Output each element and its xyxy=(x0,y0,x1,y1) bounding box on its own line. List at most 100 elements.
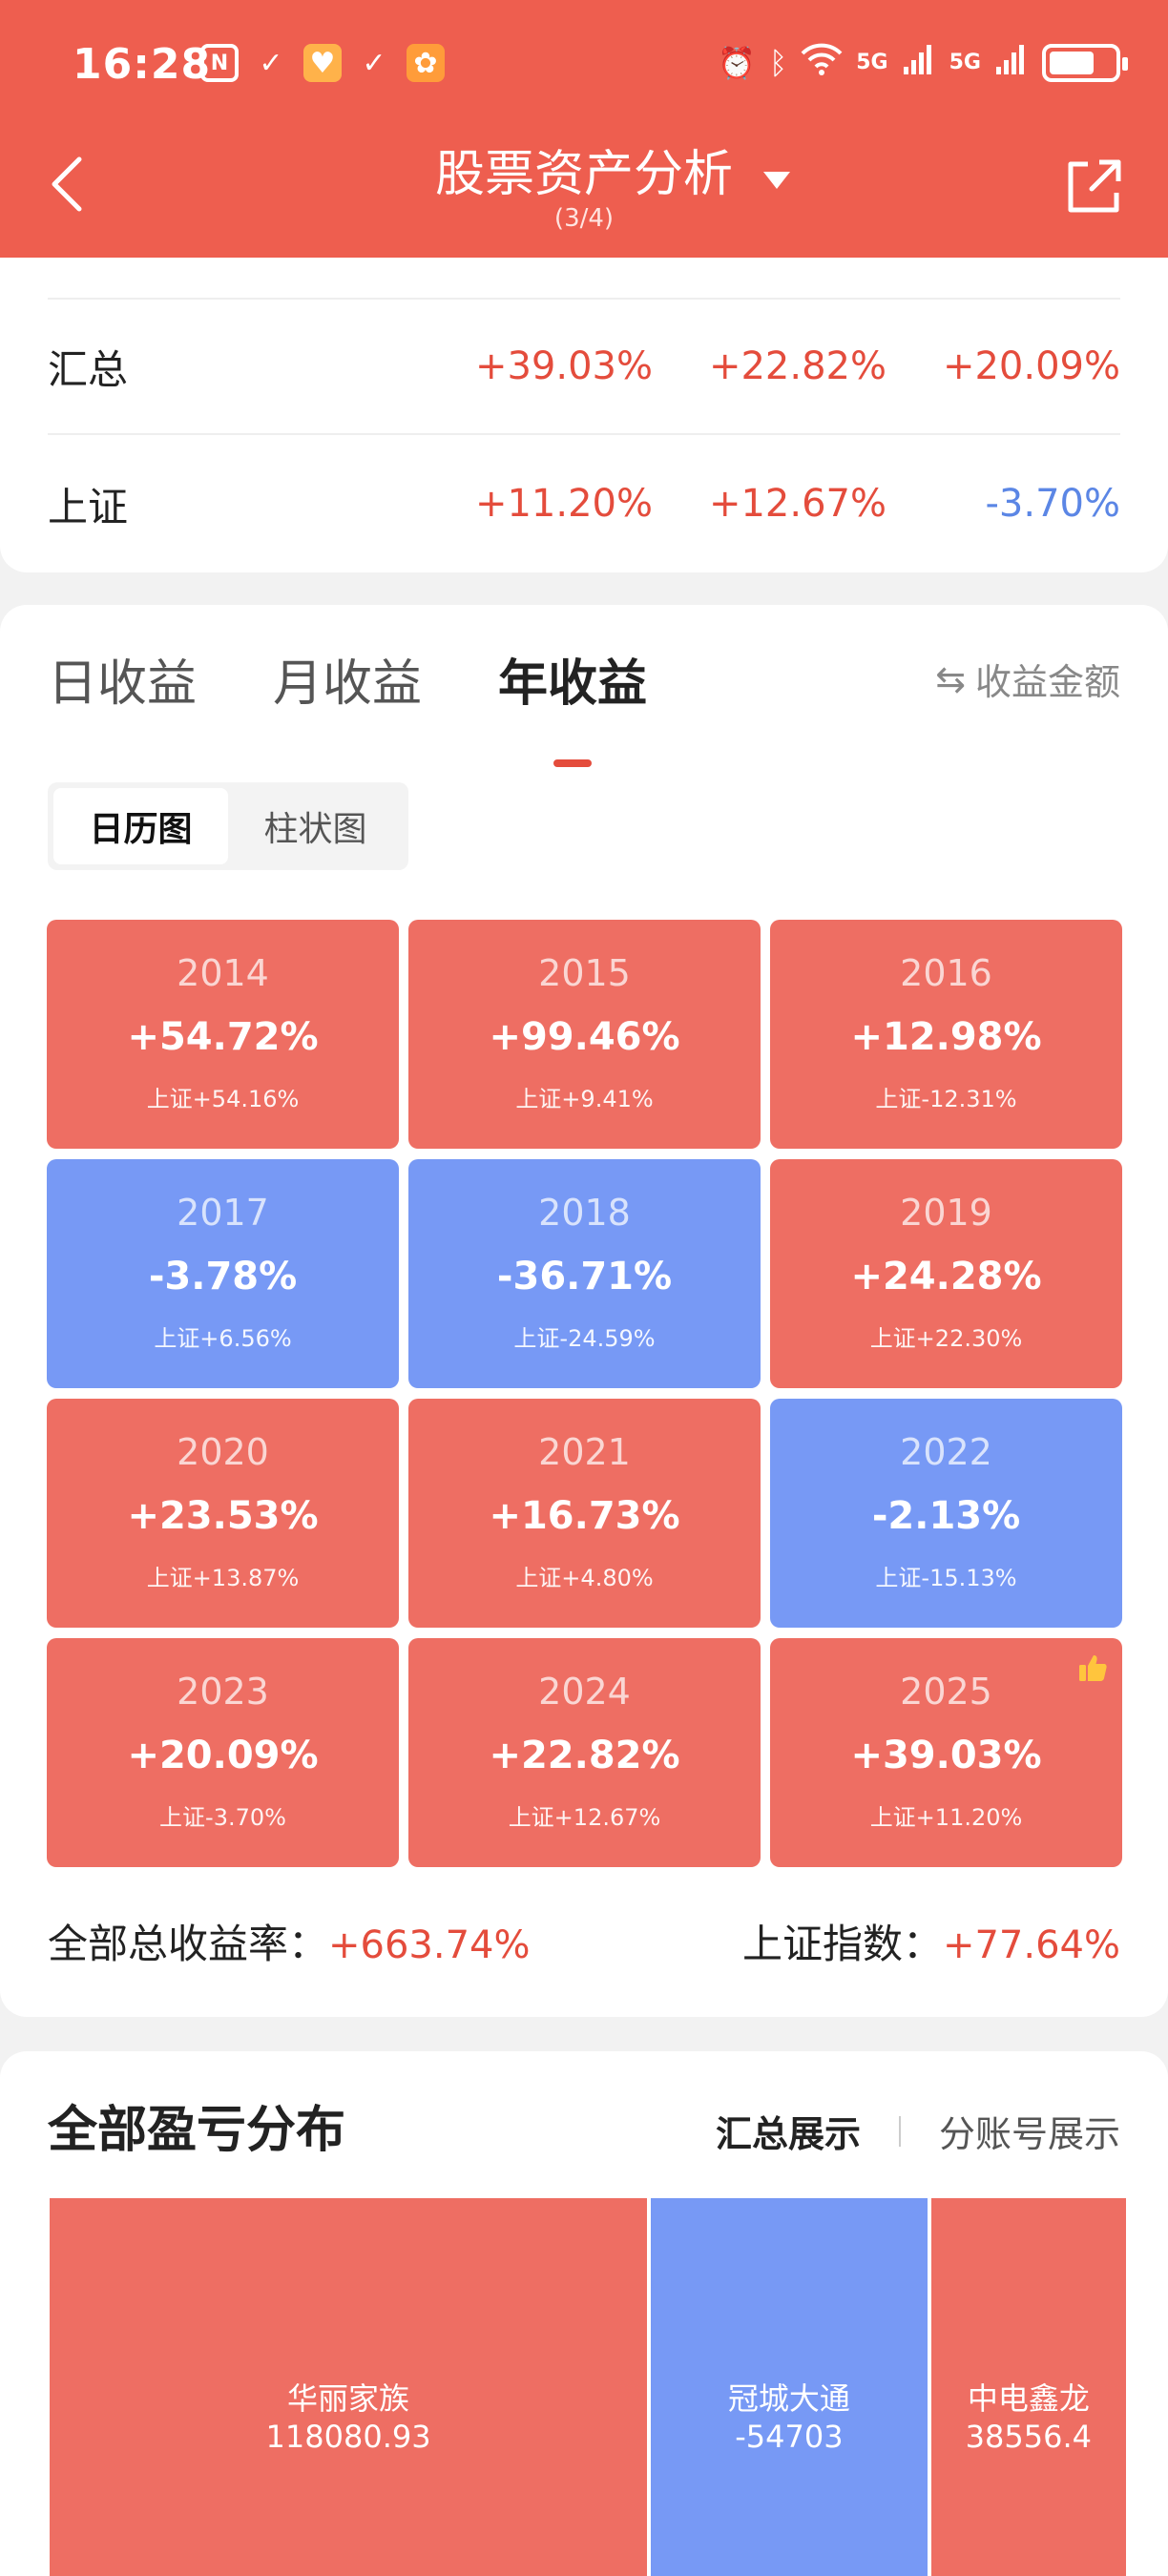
app-notification-icon: ✓ xyxy=(259,46,283,80)
year-label: 2016 xyxy=(900,952,992,994)
page-title-dropdown[interactable]: 股票资产分析 xyxy=(0,134,1168,205)
year-label: 2024 xyxy=(538,1671,631,1713)
tab-monthly-returns[interactable]: 月收益 xyxy=(273,655,423,713)
summary-value: +39.03% xyxy=(474,344,653,388)
year-cell[interactable]: 2016 +12.98% 上证-12.31% xyxy=(770,920,1122,1149)
year-benchmark: 上证+9.41% xyxy=(515,1086,654,1112)
share-icon xyxy=(1068,159,1121,213)
year-label: 2014 xyxy=(177,952,269,994)
page-title: 股票资产分析 xyxy=(434,146,733,203)
year-cell[interactable]: 2025 +39.03% 上证+11.20% xyxy=(770,1638,1122,1867)
year-cell[interactable]: 2024 +22.82% 上证+12.67% xyxy=(408,1638,761,1867)
amount-toggle-button[interactable]: ⇆ 收益金额 xyxy=(935,653,1120,705)
returns-tabs: 日收益 月收益 年收益 xyxy=(48,643,647,767)
year-benchmark: 上证+12.67% xyxy=(508,1804,661,1831)
year-cell[interactable]: 2023 +20.09% 上证-3.70% xyxy=(47,1638,399,1867)
notification-icons: N ✓ ♥ ✓ ✿ xyxy=(200,44,445,82)
tab-account-view[interactable]: 分账号展示 xyxy=(938,2113,1120,2155)
back-button[interactable] xyxy=(38,151,95,218)
summary-value: +12.67% xyxy=(708,482,886,526)
treemap-block[interactable]: 华丽家族 118080.93 xyxy=(50,2198,648,2576)
returns-totals: 全部总收益率：+663.74% 上证指数：+77.64% xyxy=(48,1912,1120,1969)
app-notification-icon-2: ✓ xyxy=(362,46,386,80)
status-bar: 16:28 N ✓ ♥ ✓ ✿ ⏰ ᛒ 5G 5G xyxy=(0,38,1168,95)
year-return: +23.53% xyxy=(127,1494,319,1538)
total-return: 全部总收益率：+663.74% xyxy=(48,1912,531,1970)
year-label: 2025 xyxy=(900,1671,992,1713)
year-label: 2020 xyxy=(177,1431,269,1473)
year-label: 2015 xyxy=(538,952,631,994)
year-label: 2018 xyxy=(538,1192,631,1234)
year-benchmark: 上证-12.31% xyxy=(875,1086,1017,1112)
treemap-block[interactable]: 中电鑫龙 38556.4 xyxy=(930,2198,1126,2576)
thumbs-up-icon xyxy=(1079,1655,1107,1681)
distribution-title: 全部盈亏分布 xyxy=(48,2102,346,2159)
chevron-left-icon xyxy=(52,156,82,212)
status-time: 16:28 xyxy=(73,40,212,89)
pnl-distribution-card: 全部盈亏分布 汇总展示 分账号展示 华丽家族 118080.93 冠城大通 -5470… xyxy=(0,2051,1168,2576)
signal-icon-2 xyxy=(994,42,1029,84)
summary-value: +22.82% xyxy=(708,344,886,388)
year-return: +12.98% xyxy=(850,1015,1042,1059)
share-button[interactable] xyxy=(1061,153,1128,219)
tab-yearly-returns[interactable]: 年收益 xyxy=(498,643,647,767)
year-cell[interactable]: 2015 +99.46% 上证+9.41% xyxy=(408,920,761,1149)
amount-toggle-label: 收益金额 xyxy=(974,661,1120,703)
swap-icon: ⇆ xyxy=(935,657,966,700)
stock-name: 华丽家族 xyxy=(287,2380,410,2417)
total-return-label: 全部总收益率： xyxy=(48,1920,329,1967)
yearly-returns-calendar: 2014 +54.72% 上证+54.16% 2015 +99.46% 上证+9.41% 2… xyxy=(47,920,1123,1867)
summary-label: 汇总 xyxy=(48,345,129,393)
year-benchmark: 上证+54.16% xyxy=(146,1086,300,1112)
network-label-1: 5G xyxy=(856,51,888,74)
year-label: 2022 xyxy=(900,1431,992,1473)
year-benchmark: 上证-15.13% xyxy=(875,1565,1017,1591)
bar-view-button[interactable]: 柱状图 xyxy=(263,810,367,849)
year-return: -2.13% xyxy=(871,1494,1021,1538)
year-cell[interactable]: 2020 +23.53% 上证+13.87% xyxy=(47,1399,399,1628)
summary-value: +20.09% xyxy=(942,344,1120,388)
index-return-value: +77.64% xyxy=(942,1922,1120,1967)
calendar-view-button[interactable]: 日历图 xyxy=(53,788,228,864)
year-benchmark: 上证-24.59% xyxy=(513,1325,656,1352)
caret-down-icon xyxy=(763,172,790,189)
summary-row-total: 汇总 +39.03% +22.82% +20.09% xyxy=(48,298,1120,435)
tab-divider xyxy=(898,2115,901,2147)
year-return: +20.09% xyxy=(127,1734,319,1777)
year-label: 2021 xyxy=(538,1431,631,1473)
year-return: +54.72% xyxy=(127,1015,319,1059)
year-return: -3.78% xyxy=(148,1255,298,1298)
tab-daily-returns[interactable]: 日收益 xyxy=(48,655,198,713)
returns-card: 日收益 月收益 年收益 ⇆ 收益金额 日历图 柱状图 2014 +54.72% 上证… xyxy=(0,605,1168,2017)
year-benchmark: 上证+22.30% xyxy=(869,1325,1023,1352)
year-label: 2023 xyxy=(177,1671,269,1713)
view-mode-switch: 日历图 柱状图 xyxy=(48,782,408,870)
year-return: +22.82% xyxy=(489,1734,680,1777)
stock-pnl: 38556.4 xyxy=(965,2419,1092,2455)
stock-name: 冠城大通 xyxy=(727,2380,850,2417)
system-icons: ⏰ ᛒ 5G 5G xyxy=(718,42,1128,84)
distribution-tabs: 汇总展示 分账号展示 xyxy=(716,2105,1120,2157)
page-indicator: (3/4) xyxy=(553,204,615,233)
year-benchmark: 上证+11.20% xyxy=(869,1804,1023,1831)
stock-pnl: -54703 xyxy=(735,2419,844,2455)
treemap-block[interactable]: 冠城大通 -54703 xyxy=(651,2198,928,2576)
year-cell[interactable]: 2014 +54.72% 上证+54.16% xyxy=(47,920,399,1149)
year-benchmark: 上证-3.70% xyxy=(159,1804,286,1831)
year-cell[interactable]: 2021 +16.73% 上证+4.80% xyxy=(408,1399,761,1628)
year-return: +99.46% xyxy=(489,1015,680,1059)
year-cell[interactable]: 2019 +24.28% 上证+22.30% xyxy=(770,1159,1122,1388)
year-cell[interactable]: 2017 -3.78% 上证+6.56% xyxy=(47,1159,399,1388)
total-return-value: +663.74% xyxy=(328,1922,531,1967)
year-benchmark: 上证+6.56% xyxy=(154,1325,292,1352)
stock-pnl: 118080.93 xyxy=(265,2419,431,2455)
year-return: -36.71% xyxy=(496,1255,673,1298)
year-benchmark: 上证+4.80% xyxy=(515,1565,654,1591)
year-label: 2017 xyxy=(177,1192,269,1234)
stock-name: 中电鑫龙 xyxy=(967,2380,1090,2417)
year-cell[interactable]: 2022 -2.13% 上证-15.13% xyxy=(770,1399,1122,1628)
year-cell[interactable]: 2018 -36.71% 上证-24.59% xyxy=(408,1159,761,1388)
year-return: +24.28% xyxy=(850,1255,1042,1298)
tab-summary-view[interactable]: 汇总展示 xyxy=(715,2113,861,2155)
year-return: +16.73% xyxy=(489,1494,680,1538)
